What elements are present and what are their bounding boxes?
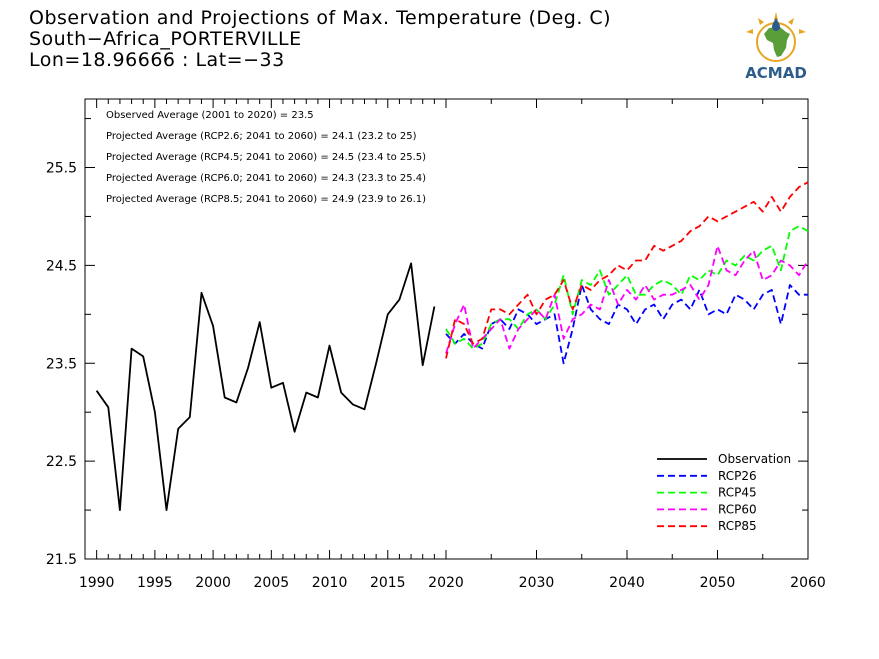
x-tick-label: 2030: [519, 575, 555, 591]
x-tick-label: 1995: [137, 575, 173, 591]
chart-title: Observation and Projections of Max. Temp…: [29, 7, 612, 29]
series-line-rcp45: [445, 225, 809, 350]
x-tick-label: 2040: [609, 575, 645, 591]
x-tick-label: 2060: [790, 575, 826, 591]
annotation-box: Observed Average (2001 to 2020) = 23.5 Pr…: [106, 110, 426, 205]
legend-label-observation: Observation: [718, 452, 791, 466]
chart-subtitle-coordinates: Lon=18.96666 : Lat=−33: [29, 49, 285, 71]
x-tick-label: 2050: [700, 575, 736, 591]
x-tick-label: 2020: [428, 575, 464, 591]
legend: Observation RCP26 RCP45 RCP60 RCP85: [657, 452, 791, 533]
annotation-line: Projected Average (RCP4.5; 2041 to 2060)…: [106, 152, 426, 163]
acmad-logo: ACMAD: [736, 10, 816, 82]
series-line-rcp85: [445, 181, 809, 359]
x-tick-label: 1990: [79, 575, 115, 591]
y-tick-label: 23.5: [46, 356, 77, 372]
legend-label-rcp26: RCP26: [718, 469, 757, 483]
logo-text: ACMAD: [745, 64, 807, 82]
annotation-line: Projected Average (RCP2.6; 2041 to 2060)…: [106, 131, 417, 142]
legend-label-rcp60: RCP60: [718, 502, 757, 516]
chart-subtitle-location: South−Africa_PORTERVILLE: [29, 28, 302, 50]
chart-title-block: Observation and Projections of Max. Temp…: [29, 8, 611, 71]
series-line-rcp60: [445, 244, 809, 354]
series-line-observation: [95, 262, 436, 512]
annotation-line: Projected Average (RCP8.5; 2041 to 2060)…: [106, 194, 426, 205]
legend-label-rcp45: RCP45: [718, 486, 757, 500]
x-tick-label: 2005: [254, 575, 290, 591]
y-axis: 21.5 22.5 23.5 24.5 25.5: [46, 118, 808, 568]
y-tick-label: 25.5: [46, 161, 77, 177]
legend-label-rcp85: RCP85: [718, 519, 757, 533]
y-tick-label: 22.5: [46, 454, 77, 470]
x-tick-label: 2010: [312, 575, 348, 591]
y-tick-label: 24.5: [46, 258, 77, 274]
series-layer: [95, 181, 809, 512]
x-tick-label: 2015: [370, 575, 406, 591]
x-axis: 1990 1995 2000 2005 2010 2015 2020 2030 2040 2050…: [79, 99, 826, 591]
y-tick-label: 21.5: [46, 552, 77, 568]
annotation-line: Projected Average (RCP6.0; 2041 to 2060)…: [106, 173, 426, 184]
annotation-line: Observed Average (2001 to 2020) = 23.5: [106, 110, 314, 121]
africa-logo-icon: [746, 12, 806, 62]
x-tick-label: 2000: [195, 575, 231, 591]
series-line-rcp26: [445, 284, 808, 365]
